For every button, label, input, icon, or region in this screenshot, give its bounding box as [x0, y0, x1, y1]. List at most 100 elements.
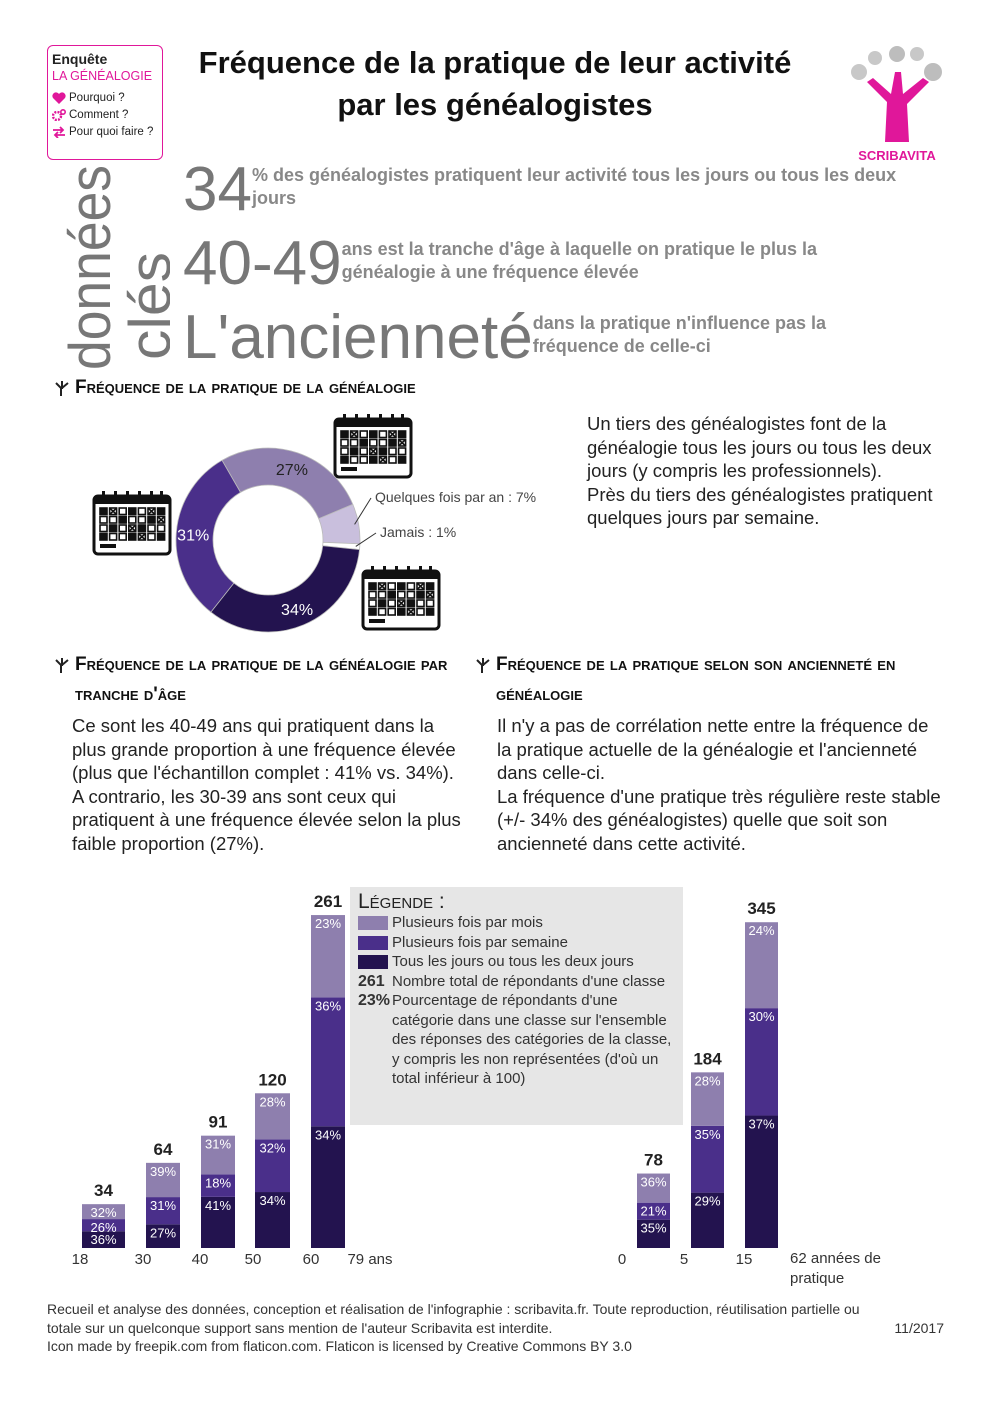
bar-value-label: 30%: [748, 1009, 774, 1024]
legend-row: Plusieurs fois par mois: [358, 913, 675, 933]
legend-label: Plusieurs fois par semaine: [392, 933, 568, 951]
bar-value-label: 35%: [640, 1221, 666, 1236]
bar-total-label: 78: [644, 1151, 663, 1170]
legend-label: Plusieurs fois par mois: [392, 914, 543, 931]
legend-label: Tous les jours ou tous les deux jours: [392, 953, 634, 970]
bar-segment: [82, 1204, 125, 1220]
bar-value-label: 34%: [259, 1193, 285, 1208]
legend-row: 261 Nombre total de répondants d'une clas…: [358, 972, 675, 992]
bar-segment: [691, 1072, 724, 1126]
bar-segment: [201, 1174, 235, 1197]
bar-segment: [146, 1197, 180, 1225]
bar-segment: [255, 1139, 290, 1193]
section-heading: Fréquence de la pratique selon son ancie…: [476, 650, 936, 710]
question-text: Comment ?: [69, 108, 129, 121]
bar-total-label: 34: [94, 1181, 113, 1200]
bar-value-label: 39%: [150, 1164, 176, 1179]
heading-text: Fréquence de la pratique de la généalogi…: [75, 654, 448, 705]
key-text: ans est la tranche d'âge à laquelle on p…: [341, 239, 818, 282]
legend-series: Plusieurs fois par mois Plusieurs fois pa…: [358, 913, 675, 972]
legend-row: Tous les jours ou tous les deux jours: [358, 952, 675, 972]
bar-total-label: 120: [258, 1070, 286, 1089]
legend-swatch: [358, 916, 388, 930]
legend-example: 261: [358, 972, 385, 990]
bar-segment: [146, 1224, 180, 1248]
donut-segment: [210, 545, 360, 633]
bar-charts: 18 30 40 50 60 79 ans36%26%32%3427%31%39%6441…: [72, 892, 778, 1268]
heading-text: Fréquence de la pratique selon son ancie…: [496, 654, 896, 705]
bar-segment: [691, 1125, 724, 1193]
footer: Recueil et analyse des données, concepti…: [47, 1300, 927, 1356]
slice-label: 34%: [281, 602, 313, 619]
bar-segment: [201, 1196, 235, 1248]
tree-icon: [476, 658, 490, 673]
bar-total-label: 91: [209, 1113, 228, 1132]
leader-line: [355, 532, 377, 547]
bar-value-label: 36%: [640, 1175, 666, 1190]
donut-segment: [221, 447, 354, 520]
bar-value-label: 29%: [694, 1194, 720, 1209]
bar-value-label: 18%: [205, 1175, 231, 1190]
x-tick-label: 18: [72, 1251, 89, 1268]
paragraph: Un tiers des généalogistes font de la gé…: [587, 413, 932, 482]
bar-value-label: 26%: [90, 1220, 116, 1235]
legend: Légende : Plusieurs fois par mois Plusieu…: [350, 887, 683, 1125]
x-tick-label: 62 années de pratique: [790, 1250, 881, 1287]
paragraph-block: Un tiers des généalogistes font de la gé…: [587, 412, 937, 530]
bar-value-label: 37%: [748, 1117, 774, 1132]
key-fact: 34 % des généalogistes pratiquent leur a…: [183, 155, 943, 224]
key-text: dans la pratique n'influence pas la fréq…: [532, 313, 827, 356]
bar-value-label: 24%: [748, 923, 774, 938]
paragraph-block: Il n'y a pas de corrélation nette entre …: [497, 714, 947, 856]
slice-label: 31%: [177, 528, 209, 545]
legend-row: 23% Pourcentage de répondants d'une catég…: [358, 991, 675, 1089]
heart-icon: [52, 91, 66, 104]
gears-icon: [52, 108, 66, 121]
donut-chart: 27% Quelques fois par an : 7% Jamais : 1% 3…: [92, 413, 536, 633]
slice-label: Jamais : 1%: [380, 524, 456, 540]
key-figure: 34: [183, 155, 252, 224]
bar-value-label: 34%: [315, 1127, 341, 1142]
section-heading: Fréquence de la pratique de la généalogi…: [55, 373, 655, 403]
slice-label: 27%: [276, 462, 308, 479]
brand: SCRIBAVITA: [858, 148, 936, 163]
survey-label: Enquête: [52, 51, 108, 67]
paragraph: Ce sont les 40-49 ans qui pratiquent dan…: [72, 715, 456, 784]
bar-segment: [745, 922, 778, 1009]
bar-total-label: 345: [747, 899, 775, 918]
bar-segment: [311, 915, 345, 998]
credits: Recueil et analyse des données, concepti…: [47, 1301, 860, 1336]
page-title: Fréquence de la pratique de leur activit…: [198, 45, 792, 122]
paragraph: Il n'y a pas de corrélation nette entre …: [497, 715, 929, 784]
bar-total-label: 261: [314, 892, 342, 911]
legend-swatch: [358, 935, 388, 950]
key-figure: L'ancienneté: [183, 303, 533, 372]
bar-value-label: 21%: [640, 1204, 666, 1219]
bar-segment: [637, 1219, 670, 1248]
legend-example: 23%: [358, 992, 391, 1009]
bar-segment: [255, 1093, 290, 1140]
bar-value-label: 41%: [205, 1198, 231, 1213]
question: Pourquoi ?: [52, 89, 158, 106]
date: 11/2017: [894, 1319, 944, 1336]
bar-value-label: 32%: [259, 1140, 285, 1155]
bar-segment: [637, 1202, 670, 1220]
x-tick-label: 79 ans: [347, 1251, 392, 1268]
key-figure: 40-49: [183, 229, 342, 298]
x-tick-label: 0: [618, 1251, 626, 1268]
key-fact: L'ancienneté dans la pratique n'influenc…: [183, 303, 943, 372]
bar-value-label: 31%: [205, 1137, 231, 1152]
bar-segment: [255, 1192, 290, 1248]
bar-segment: [637, 1173, 670, 1203]
bar-value-label: 23%: [315, 916, 341, 931]
bar-total-label: 184: [693, 1049, 722, 1068]
x-tick-label: 40: [192, 1251, 209, 1268]
key-facts-label: données clés: [58, 165, 170, 370]
key-text: % des généalogistes pratiquent leur acti…: [251, 165, 897, 208]
question: Comment ?: [52, 106, 158, 123]
bar-value-label: 31%: [150, 1198, 176, 1213]
bar-segment: [745, 1115, 778, 1248]
x-tick-label: 60: [303, 1251, 320, 1268]
legend-text: Pourcentage de répondants d'une catégori…: [392, 992, 672, 1087]
